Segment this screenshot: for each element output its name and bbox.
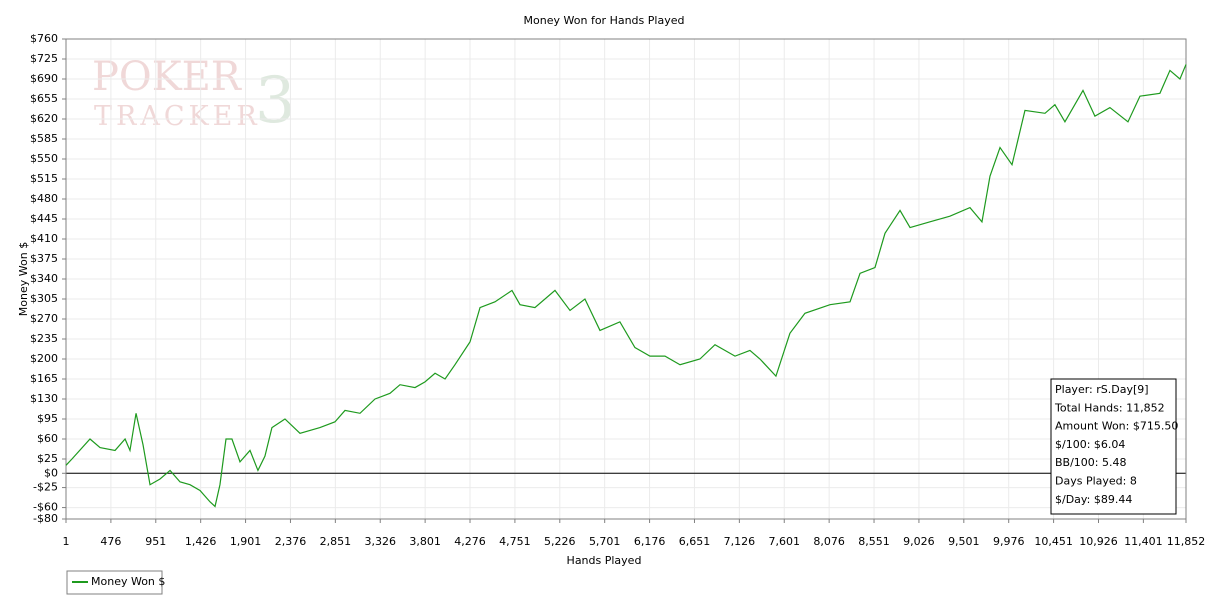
x-tick-label: 10,451 <box>1034 535 1073 548</box>
x-tick-label: 9,026 <box>903 535 935 548</box>
y-tick-label: $25 <box>37 452 58 465</box>
x-tick-label: 8,551 <box>858 535 890 548</box>
x-tick-label: 5,701 <box>589 535 621 548</box>
x-tick-label: 1,426 <box>185 535 217 548</box>
y-tick-label: $235 <box>30 332 58 345</box>
y-tick-label: -$25 <box>33 481 58 494</box>
y-tick-label: $585 <box>30 132 58 145</box>
y-tick-label: $375 <box>30 252 58 265</box>
x-tick-label: 7,601 <box>769 535 801 548</box>
x-axis-title: Hands Played <box>567 554 642 567</box>
legend: Money Won $ <box>66 570 165 595</box>
info-line: Amount Won: $715.50 <box>1055 420 1178 433</box>
x-tick-label: 7,126 <box>724 535 756 548</box>
x-tick-label: 2,851 <box>320 535 352 548</box>
x-tick-label: 6,176 <box>634 535 666 548</box>
info-line: Player: rS.Day[9] <box>1055 383 1149 396</box>
x-tick-label: 9,501 <box>948 535 980 548</box>
y-tick-label: $690 <box>30 72 58 85</box>
x-tick-label: 1 <box>63 535 70 548</box>
y-tick-label: $200 <box>30 352 58 365</box>
y-tick-label: $515 <box>30 172 58 185</box>
y-tick-label: $270 <box>30 312 58 325</box>
x-tick-label: 476 <box>100 535 121 548</box>
info-box-frame <box>1050 378 1177 515</box>
y-tick-label: $0 <box>44 466 58 479</box>
legend-box <box>66 570 163 595</box>
x-tick-label: 2,376 <box>275 535 307 548</box>
y-tick-label: $95 <box>37 412 58 425</box>
y-tick-label: $165 <box>30 372 58 385</box>
info-line: BB/100: 5.48 <box>1055 456 1127 469</box>
y-tick-label: $410 <box>30 232 58 245</box>
y-tick-label: $445 <box>30 212 58 225</box>
x-tick-label: 3,801 <box>409 535 441 548</box>
x-tick-label: 5,226 <box>544 535 576 548</box>
x-tick-label: 4,751 <box>499 535 531 548</box>
x-tick-label: 951 <box>145 535 166 548</box>
y-tick-label: $550 <box>30 152 58 165</box>
info-line: Total Hands: 11,852 <box>1054 401 1165 414</box>
y-tick-label: $620 <box>30 112 58 125</box>
x-tick-label: 6,651 <box>679 535 711 548</box>
x-tick-label: 4,276 <box>454 535 486 548</box>
y-tick-label: $480 <box>30 192 58 205</box>
watermark-text: POKER <box>92 54 243 100</box>
y-tick-label: $60 <box>37 432 58 445</box>
x-tick-label: 3,326 <box>364 535 396 548</box>
info-box: Player: rS.Day[9] Total Hands: 11,852 Amou… <box>1050 378 1178 515</box>
data-line <box>65 64 1187 508</box>
info-line: $/100: $6.04 <box>1055 438 1125 451</box>
watermark-text: 3 <box>255 64 296 138</box>
y-tick-label: $655 <box>30 92 58 105</box>
x-tick-label: 9,976 <box>993 535 1025 548</box>
info-line: Days Played: 8 <box>1055 475 1137 488</box>
watermark: POKER TRACKER 3 <box>92 54 296 138</box>
x-tick-label: 11,852 <box>1167 535 1206 548</box>
y-tick-label: $760 <box>30 32 58 45</box>
y-tick-label: -$80 <box>33 512 58 525</box>
x-tick-label: 1,901 <box>230 535 262 548</box>
x-tick-label: 11,401 <box>1124 535 1163 548</box>
y-tick-label: $130 <box>30 392 58 405</box>
y-axis-title: Money Won $ <box>17 242 30 316</box>
y-tick-label: -$60 <box>33 501 58 514</box>
y-tick-label: $340 <box>30 272 58 285</box>
y-tick-label: $305 <box>30 292 58 305</box>
x-tick-label: 10,926 <box>1079 535 1118 548</box>
y-tick-label: $725 <box>30 52 58 65</box>
chart-title: Money Won for Hands Played <box>524 14 685 27</box>
x-tick-label: 8,076 <box>813 535 845 548</box>
legend-label: Money Won $ <box>91 575 165 588</box>
watermark-text: TRACKER <box>94 101 261 132</box>
info-line: $/Day: $89.44 <box>1055 493 1132 506</box>
